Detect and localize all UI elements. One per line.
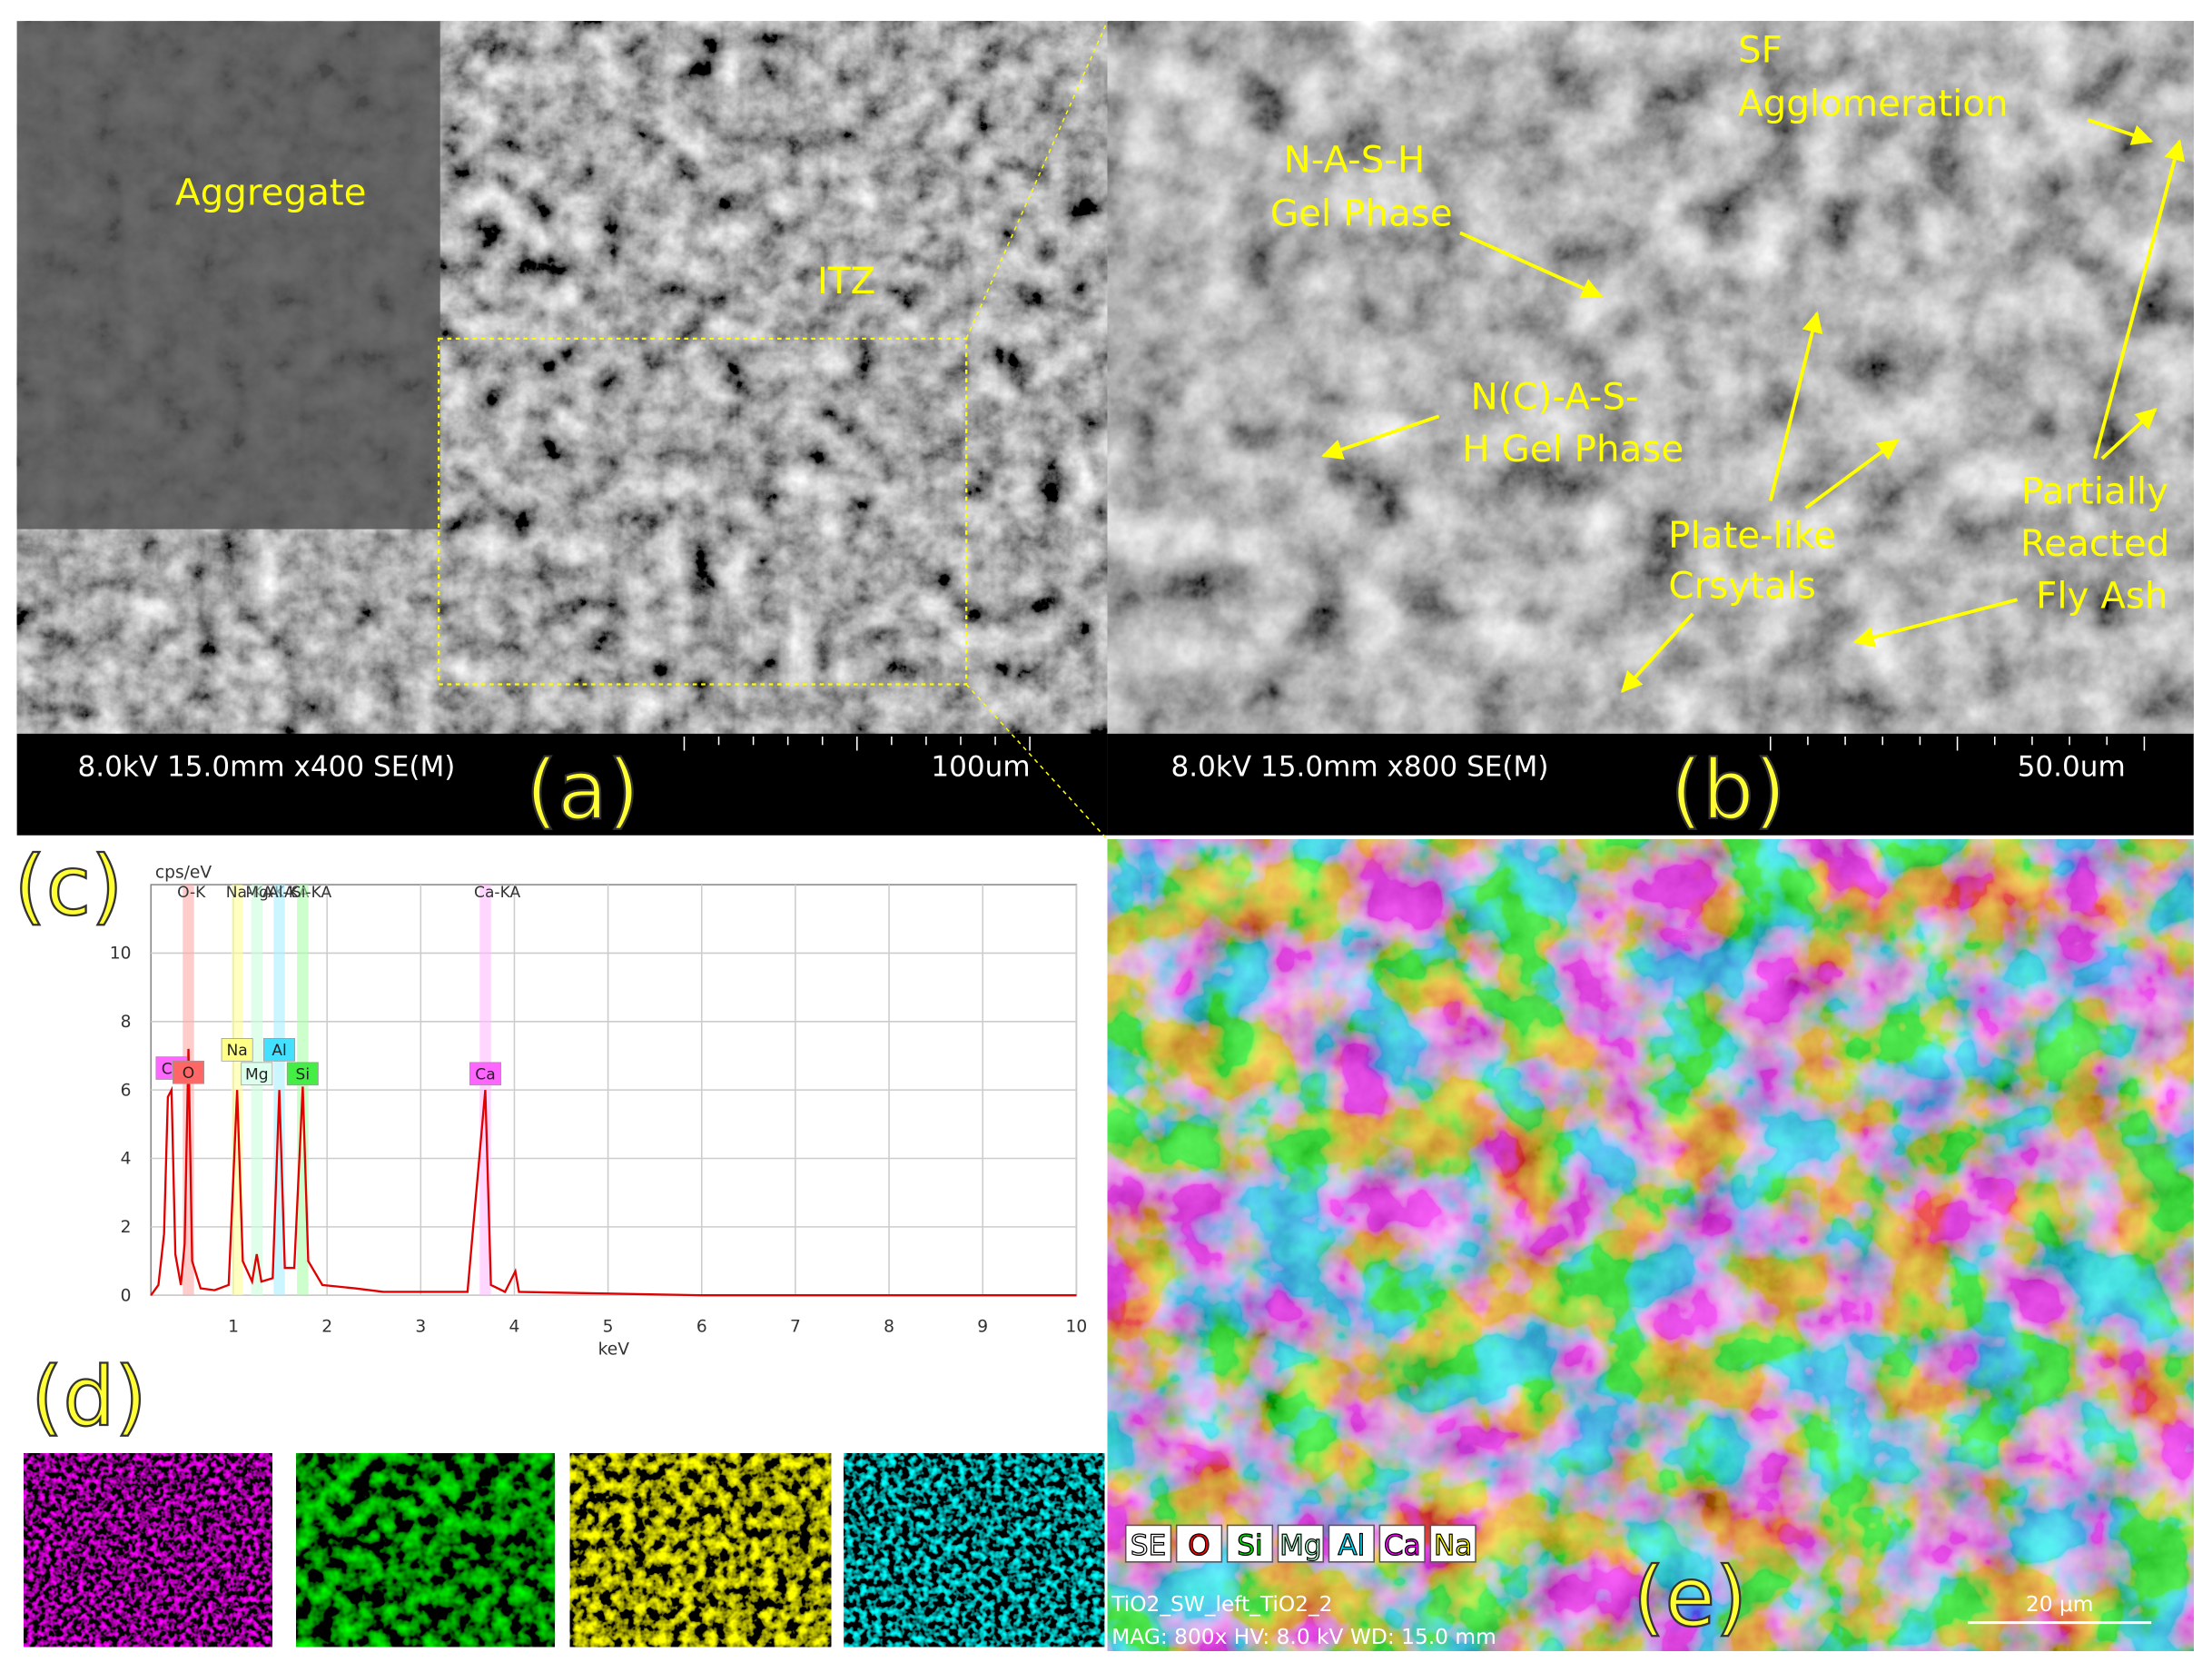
y-tick-label: 8 <box>121 1013 132 1032</box>
info-bar-a <box>16 733 1108 836</box>
legend-swatch <box>1378 1524 1426 1563</box>
peak-label: Mg <box>245 1065 269 1083</box>
annotation: SF <box>1738 28 1782 71</box>
legend-label: Si <box>1237 1529 1262 1562</box>
y-tick-label: 10 <box>110 945 132 964</box>
annotation: Agglomeration <box>1738 82 2009 124</box>
annotation: N(C)-A-S- <box>1470 376 1638 419</box>
x-tick-label: 3 <box>415 1318 426 1337</box>
x-axis-label: keV <box>598 1340 630 1359</box>
peak-label: Ca <box>475 1065 495 1083</box>
x-tick-label: 2 <box>321 1318 332 1337</box>
peak-box <box>221 1038 253 1062</box>
annotation: Reacted <box>2020 522 2169 565</box>
legend-swatch <box>1429 1524 1476 1563</box>
y-tick-label: 0 <box>121 1286 132 1305</box>
annotation: Gel Phase <box>1270 193 1453 235</box>
panel-label: (b) <box>1670 743 1786 838</box>
annotation: N-A-S-H <box>1284 139 1426 182</box>
panel-label: (c) <box>15 839 123 935</box>
peak-box <box>241 1062 273 1086</box>
legend-label: Mg <box>1279 1529 1322 1562</box>
info: 8.0kV 15.0mm x800 SE(M) <box>1170 750 1548 783</box>
settings: MAG: 800x HV: 8.0 kV WD: 15.0 mm <box>1111 1625 1496 1649</box>
annotation: Fly Ash <box>2036 575 2168 618</box>
si-map <box>296 1453 555 1647</box>
scale-label: 20 μm <box>2026 1592 2094 1617</box>
sem-image-b <box>1107 21 2194 734</box>
y-tick-label: 6 <box>121 1081 132 1100</box>
annotation: Crsytals <box>1668 565 1816 608</box>
scale-label: 50.0um <box>2018 750 2126 783</box>
x-tick-label: 8 <box>884 1318 894 1337</box>
peak-box <box>286 1062 319 1086</box>
info: TiO2_SW_left_TiO2_2 <box>1111 1592 1332 1617</box>
na-map <box>569 1453 832 1647</box>
peak-label: O <box>183 1064 194 1083</box>
peak-box <box>469 1062 501 1086</box>
x-tick-label: 9 <box>977 1318 988 1337</box>
legend-label: O <box>1188 1529 1210 1562</box>
x-tick-label: 4 <box>509 1318 520 1337</box>
arrow <box>2100 407 2158 460</box>
x-tick-label: 1 <box>228 1318 239 1337</box>
panel-label: (e) <box>1633 1550 1747 1646</box>
annotation: Partially <box>2021 470 2168 513</box>
legend-label: Al <box>1338 1529 1365 1562</box>
x-tick-label: 10 <box>1066 1318 1088 1337</box>
element-band <box>251 885 263 1296</box>
arrow <box>1804 439 1900 510</box>
annotation: Plate-like <box>1668 514 1836 557</box>
legend-swatch <box>1175 1524 1223 1563</box>
arrow <box>1321 414 1440 460</box>
scale-label: 100um <box>931 750 1030 783</box>
annotation: ITZ <box>817 260 875 302</box>
peak-box <box>263 1038 296 1062</box>
aggregate-region <box>16 21 440 529</box>
panel-label: (d) <box>31 1350 147 1445</box>
peak-label: Al <box>272 1042 286 1060</box>
peak-label: Si <box>296 1065 311 1083</box>
legend-swatch <box>1277 1524 1325 1563</box>
ca-map <box>24 1453 272 1647</box>
annotation: Aggregate <box>175 171 366 213</box>
element-label: Ca-KA <box>474 884 520 902</box>
y-tick-label: 4 <box>121 1150 132 1169</box>
x-tick-label: 6 <box>696 1318 707 1337</box>
arrow <box>1621 612 1694 693</box>
legend-swatch <box>1124 1524 1172 1563</box>
arrow <box>2093 139 2186 460</box>
al-map <box>844 1453 1105 1647</box>
annotation: H Gel Phase <box>1462 428 1684 470</box>
legend-label: SE <box>1131 1529 1166 1562</box>
arrow <box>2087 118 2154 145</box>
element-overlay <box>1107 839 2194 1651</box>
legend-swatch <box>1328 1524 1375 1563</box>
y-tick-label: 2 <box>121 1218 132 1237</box>
arrow <box>1459 231 1604 299</box>
peak-box <box>173 1060 204 1084</box>
legend-label: Na <box>1434 1529 1472 1562</box>
zoom-line <box>965 20 1109 340</box>
info-bar-b <box>1107 733 2194 836</box>
arrow <box>1768 311 1823 501</box>
legend-swatch <box>1226 1524 1274 1563</box>
zoom-line <box>965 683 1109 840</box>
x-tick-label: 7 <box>790 1318 801 1337</box>
arrows <box>1321 118 2186 693</box>
peak-label: Na <box>227 1042 248 1060</box>
element-label: Si-KA <box>291 884 332 902</box>
zoom-box <box>437 337 968 686</box>
info: 8.0kV 15.0mm x400 SE(M) <box>77 750 455 783</box>
spectrum <box>150 1048 1077 1297</box>
y-axis-label: cps/eV <box>155 863 212 882</box>
x-tick-label: 5 <box>603 1318 614 1337</box>
arrow <box>1852 598 2019 648</box>
panel-label: (a) <box>526 743 640 838</box>
element-label: O-K <box>177 884 206 902</box>
legend-label: Ca <box>1384 1529 1421 1562</box>
